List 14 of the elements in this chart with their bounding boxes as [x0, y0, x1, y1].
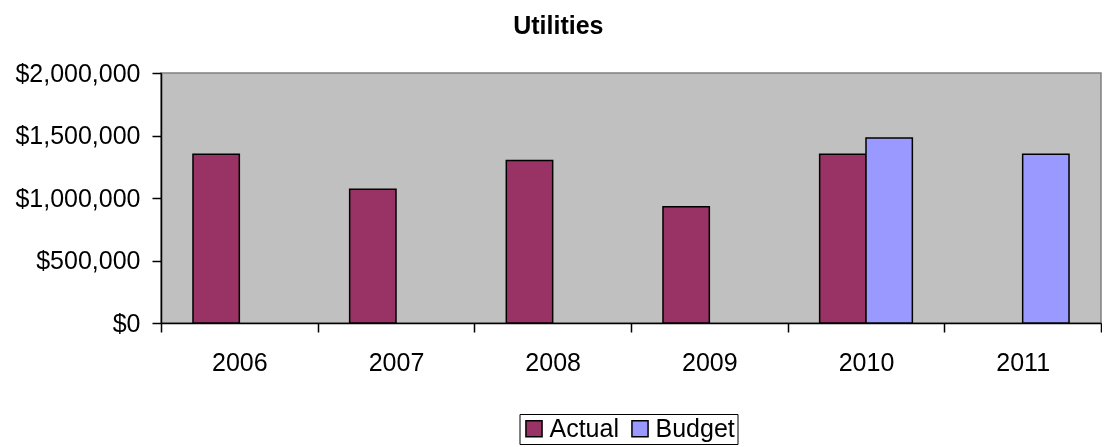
y-tick-label: $0: [112, 308, 141, 337]
x-tick-label: 2007: [368, 347, 425, 376]
legend-label: Budget: [655, 413, 735, 442]
y-tick-label: $1,500,000: [15, 121, 141, 149]
y-tick-label: $500,000: [36, 246, 141, 274]
x-tick-label: 2006: [212, 347, 268, 376]
legend-label: Actual: [549, 413, 619, 442]
x-tick-label: 2010: [838, 347, 895, 376]
y-tick-label: $2,000,000: [15, 58, 141, 87]
x-tick-label: 2011: [996, 347, 1051, 376]
y-tick-label: $1,000,000: [15, 183, 141, 212]
x-tick-label: 2009: [682, 347, 738, 376]
x-tick-label: 2008: [525, 347, 581, 376]
chart-title: Utilities: [513, 11, 604, 39]
